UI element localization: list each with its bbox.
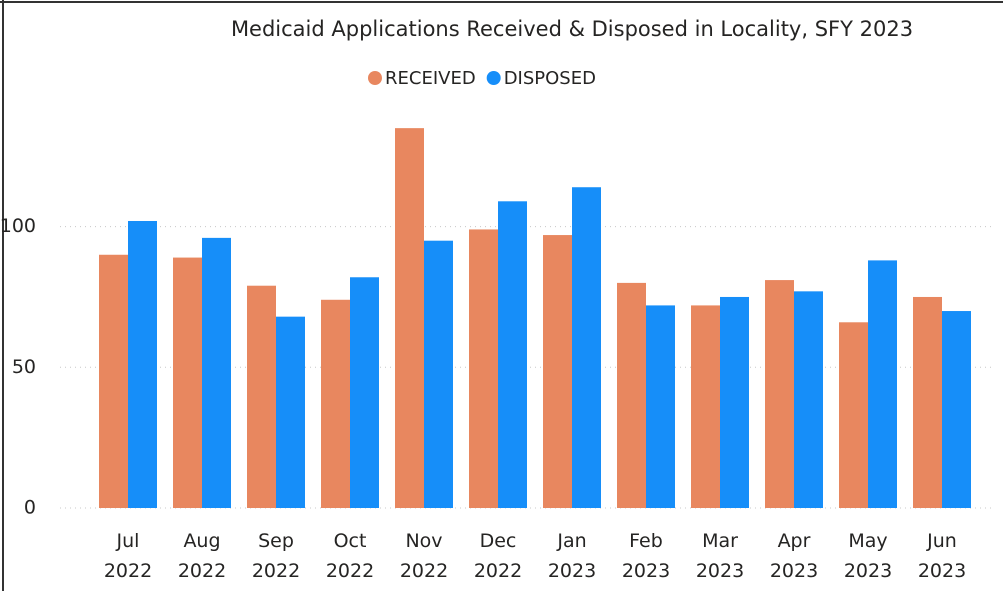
bar [913, 296, 942, 508]
bar [720, 296, 749, 508]
x-tick-label: Nov 2022 [399, 530, 449, 582]
bar [572, 187, 601, 508]
y-tick-label: 50 [12, 356, 36, 378]
x-tick-label: Jan 2023 [547, 530, 597, 582]
legend-marker [368, 71, 382, 85]
bar [765, 280, 794, 508]
x-tick-label: Mar 2023 [695, 530, 745, 582]
bar [350, 277, 379, 508]
x-tick-label: Aug 2022 [177, 530, 227, 582]
bar [691, 305, 720, 508]
bar [868, 260, 897, 508]
y-tick-label: 100 [0, 215, 36, 237]
x-tick-label: Dec 2022 [473, 530, 523, 582]
bar [794, 291, 823, 508]
x-tick-label: Jul 2022 [103, 530, 153, 582]
bar [498, 201, 527, 508]
x-tick-label: Oct 2022 [325, 530, 375, 582]
bar [543, 235, 572, 508]
legend-marker [486, 71, 501, 85]
legend-label: RECEIVED [385, 68, 476, 89]
bar [321, 299, 350, 508]
bar [646, 305, 675, 508]
x-tick-label: Sep 2022 [251, 530, 301, 582]
bar [424, 240, 453, 509]
bar [942, 311, 971, 508]
bar [202, 237, 231, 508]
x-tick-label: Apr 2023 [769, 530, 819, 582]
bar [276, 316, 305, 508]
bar [173, 257, 202, 508]
x-tick-label: Feb 2023 [621, 530, 671, 582]
x-tick-label: May 2023 [843, 530, 893, 582]
bar [839, 322, 868, 508]
bar [247, 285, 276, 508]
bar [99, 254, 128, 508]
legend-label: DISPOSED [504, 68, 596, 89]
bar [395, 128, 424, 508]
y-tick-label: 0 [24, 497, 36, 519]
bar [617, 282, 646, 508]
x-tick-label: Jun 2023 [917, 530, 967, 582]
bar [128, 220, 157, 508]
chart-title: Medicaid Applications Received & Dispose… [231, 17, 913, 41]
bar [469, 229, 498, 508]
